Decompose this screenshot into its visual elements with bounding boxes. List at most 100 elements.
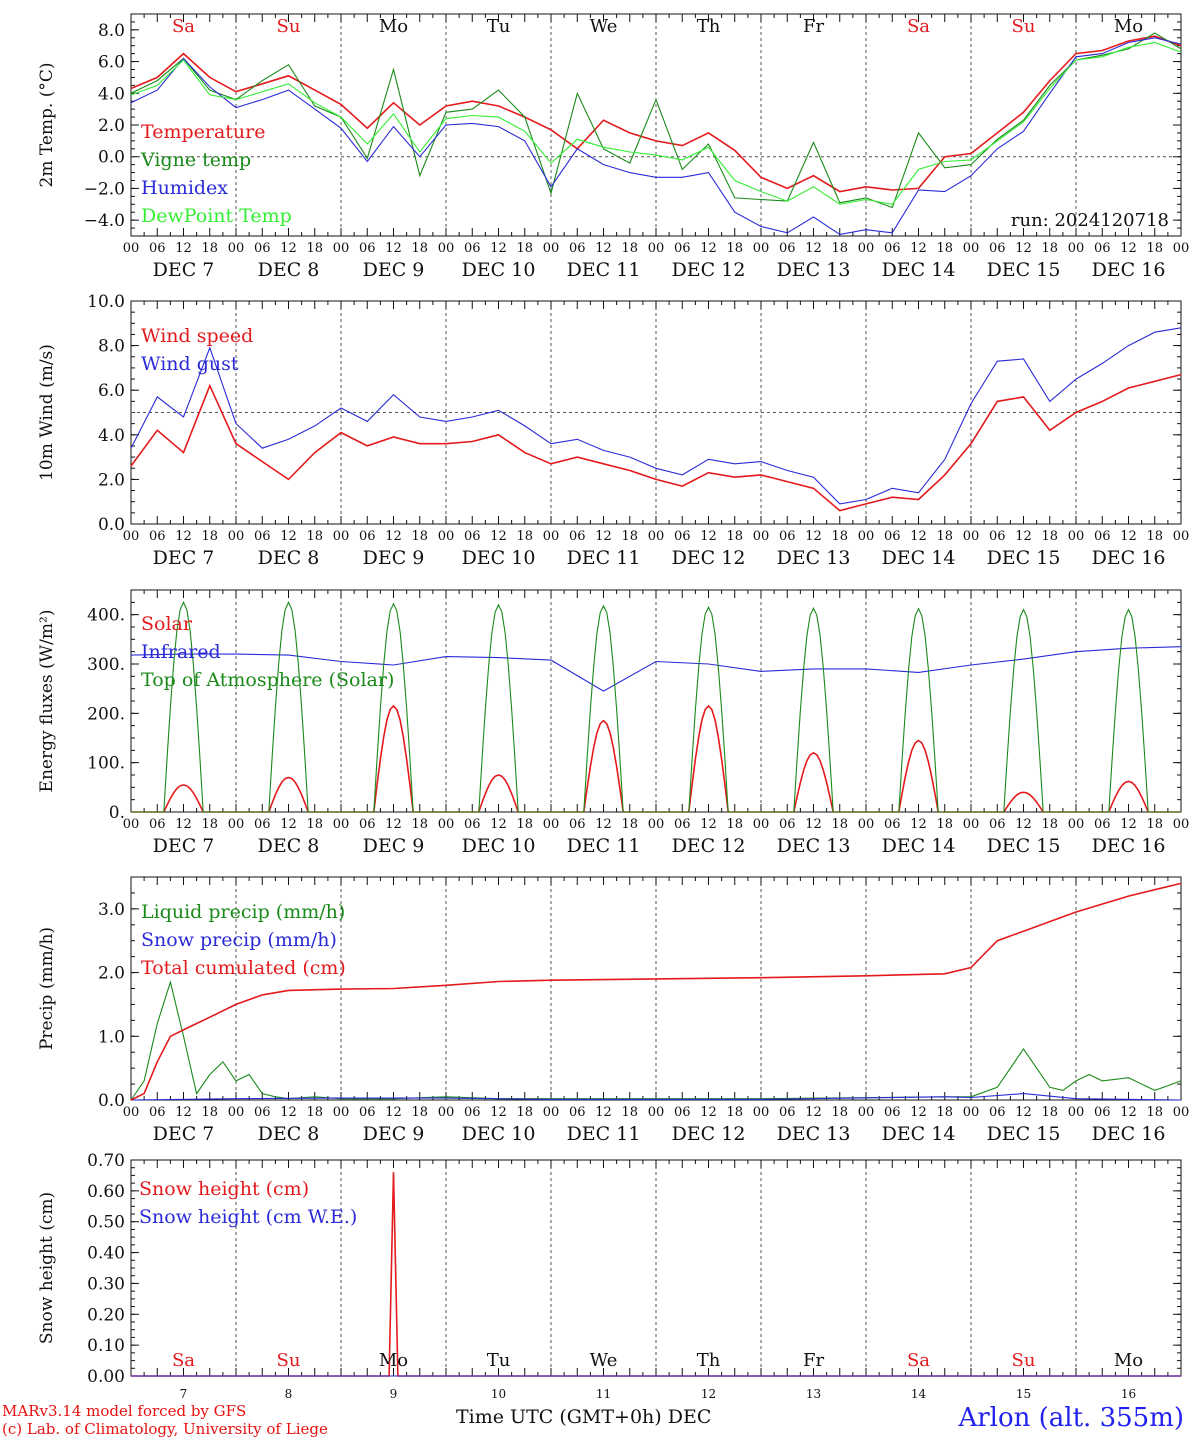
day-name: Th bbox=[697, 1350, 721, 1371]
hour-label: 12 bbox=[700, 241, 717, 256]
hour-label: 12 bbox=[805, 241, 822, 256]
legend-green: Top of Atmosphere (Solar) bbox=[141, 669, 394, 691]
hour-label: 18 bbox=[411, 817, 428, 832]
hour-label: 00 bbox=[333, 817, 350, 832]
y-axis-label: Snow height (cm) bbox=[37, 1192, 57, 1344]
hour-label: 06 bbox=[464, 241, 481, 256]
hour-label: 18 bbox=[201, 1105, 218, 1120]
station-label: Arlon (alt. 355m) bbox=[958, 1403, 1184, 1433]
date-label: DEC 10 bbox=[462, 259, 536, 281]
hour-label: 18 bbox=[621, 529, 638, 544]
date-label: DEC 11 bbox=[567, 1123, 641, 1145]
legend-blue: Snow height (cm W.E.) bbox=[139, 1206, 357, 1228]
hour-label: 06 bbox=[1094, 529, 1111, 544]
hour-label: 00 bbox=[1173, 241, 1190, 256]
y-tick-label: 0.40 bbox=[87, 1244, 125, 1264]
hour-label: 00 bbox=[438, 817, 455, 832]
date-label: DEC 14 bbox=[882, 259, 956, 281]
legend-green: Liquid precip (mm/h) bbox=[141, 901, 345, 923]
hour-label: 00 bbox=[858, 529, 875, 544]
date-label: DEC 7 bbox=[153, 259, 215, 281]
date-label: DEC 12 bbox=[672, 1123, 746, 1145]
date-label: DEC 9 bbox=[363, 547, 425, 569]
day-name: Th bbox=[697, 16, 721, 37]
hour-label: 12 bbox=[490, 529, 507, 544]
hour-label: 18 bbox=[306, 817, 323, 832]
hour-label: 00 bbox=[858, 241, 875, 256]
hour-label: 00 bbox=[963, 1105, 980, 1120]
hour-label: 12 bbox=[595, 241, 612, 256]
day-name: Sa bbox=[172, 1350, 195, 1371]
date-label: DEC 7 bbox=[153, 1123, 215, 1145]
hour-label: 00 bbox=[333, 241, 350, 256]
series-line bbox=[130, 373, 1182, 512]
credit-line-1: MARv3.14 model forced by GFS bbox=[2, 1402, 247, 1420]
hour-label: 00 bbox=[963, 529, 980, 544]
hour-label: 12 bbox=[280, 529, 297, 544]
legend-blue: Wind gust bbox=[141, 353, 239, 375]
y-tick-label: 0.0 bbox=[98, 148, 125, 168]
hour-label: 06 bbox=[359, 1105, 376, 1120]
hour-label: 06 bbox=[254, 529, 271, 544]
y-tick-label: 1.0 bbox=[98, 1027, 125, 1047]
legend-lightgreen: DewPoint Temp bbox=[141, 205, 292, 227]
hour-label: 00 bbox=[963, 817, 980, 832]
hour-label: 00 bbox=[228, 241, 245, 256]
day-name: Mo bbox=[1114, 1350, 1143, 1371]
date-label: DEC 16 bbox=[1092, 547, 1166, 569]
date-label: DEC 13 bbox=[777, 835, 851, 857]
hour-label: 00 bbox=[228, 529, 245, 544]
hour-label: 06 bbox=[779, 1105, 796, 1120]
date-label: DEC 11 bbox=[567, 547, 641, 569]
hour-label: 06 bbox=[884, 529, 901, 544]
hour-label: 00 bbox=[753, 817, 770, 832]
hour-label: 18 bbox=[411, 241, 428, 256]
date-label: DEC 12 bbox=[672, 835, 746, 857]
day-name: Fr bbox=[803, 1350, 824, 1371]
hour-label: 00 bbox=[1173, 817, 1190, 832]
hour-label: 00 bbox=[543, 817, 560, 832]
y-tick-label: 0.0 bbox=[98, 515, 125, 535]
day-number: 15 bbox=[1016, 1387, 1031, 1400]
hour-label: 12 bbox=[385, 241, 402, 256]
hour-label: 12 bbox=[280, 241, 297, 256]
hour-label: 00 bbox=[1173, 1105, 1190, 1120]
hour-label: 06 bbox=[359, 241, 376, 256]
legend-red: Solar bbox=[141, 613, 193, 635]
hour-label: 18 bbox=[726, 241, 743, 256]
hour-label: 18 bbox=[1041, 817, 1058, 832]
hour-label: 06 bbox=[884, 241, 901, 256]
legend-red: Total cumulated (cm) bbox=[141, 957, 346, 979]
x-axis-label: Time UTC (GMT+0h) DEC bbox=[456, 1406, 712, 1428]
day-name: Sa bbox=[172, 16, 195, 37]
series-line bbox=[130, 41, 1182, 205]
series-line bbox=[130, 327, 1182, 505]
day-name: Tu bbox=[487, 1350, 511, 1371]
date-label: DEC 9 bbox=[363, 835, 425, 857]
hour-label: 12 bbox=[595, 817, 612, 832]
hour-label: 18 bbox=[516, 529, 533, 544]
hour-label: 00 bbox=[1068, 529, 1085, 544]
day-name: Sa bbox=[907, 16, 930, 37]
hour-label: 06 bbox=[989, 241, 1006, 256]
day-name: Su bbox=[1012, 1350, 1036, 1371]
hour-label: 12 bbox=[1120, 529, 1137, 544]
hour-label: 00 bbox=[1068, 817, 1085, 832]
hour-label: 18 bbox=[516, 241, 533, 256]
hour-label: 12 bbox=[1015, 241, 1032, 256]
hour-label: 18 bbox=[1146, 1105, 1163, 1120]
hour-label: 12 bbox=[490, 817, 507, 832]
hour-label: 12 bbox=[595, 1105, 612, 1120]
hour-label: 06 bbox=[149, 529, 166, 544]
hour-label: 12 bbox=[385, 1105, 402, 1120]
hour-label: 18 bbox=[726, 529, 743, 544]
y-tick-label: 400. bbox=[87, 606, 125, 626]
hour-label: 18 bbox=[621, 241, 638, 256]
hour-label: 18 bbox=[1041, 241, 1058, 256]
hour-label: 18 bbox=[1146, 529, 1163, 544]
hour-label: 12 bbox=[1120, 1105, 1137, 1120]
date-label: DEC 8 bbox=[258, 1123, 320, 1145]
hour-label: 00 bbox=[228, 817, 245, 832]
y-tick-label: 0.60 bbox=[87, 1182, 125, 1202]
hour-label: 06 bbox=[569, 817, 586, 832]
